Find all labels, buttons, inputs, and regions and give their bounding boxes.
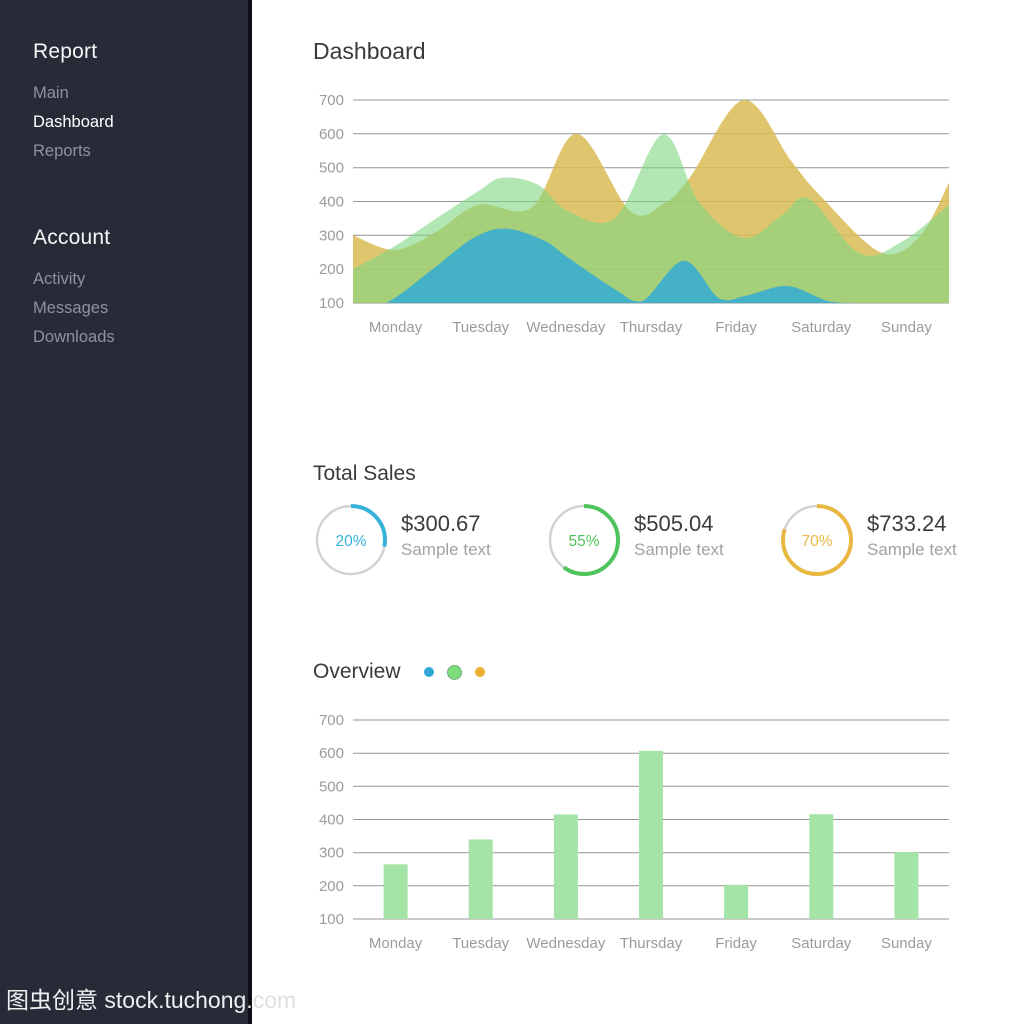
svg-text:Tuesday: Tuesday (452, 319, 509, 336)
svg-text:20%: 20% (335, 533, 366, 550)
sale-amount-3: $733.24 (867, 511, 947, 536)
legend-dot-yellow (474, 667, 485, 677)
svg-text:600: 600 (319, 126, 344, 143)
svg-text:Friday: Friday (715, 935, 757, 952)
main-content: Dashboard 700 600 500 400 300 200 100 Monday Tue… (252, 0, 1023, 1024)
svg-text:Thursday: Thursday (620, 935, 683, 952)
overview-title: Overview (313, 660, 401, 683)
legend-dot-blue (423, 667, 434, 677)
svg-text:100: 100 (319, 295, 344, 312)
svg-text:600: 600 (319, 745, 344, 762)
legend-dot-green (446, 664, 462, 680)
sale-card-3: 70% $733.24 Sample text (779, 502, 1012, 578)
svg-text:Monday: Monday (369, 319, 423, 336)
sale-caption-3: Sample text (867, 540, 957, 559)
svg-text:100: 100 (319, 911, 344, 928)
svg-text:Thursday: Thursday (620, 319, 683, 336)
sale-caption-2: Sample text (634, 540, 724, 559)
svg-text:300: 300 (319, 845, 344, 862)
weekly-area-chart: 700 600 500 400 300 200 100 Monday Tuesday Wednes… (313, 92, 1023, 350)
sale-amount-1: $300.67 (401, 511, 481, 536)
overview-header: Overview (313, 660, 1023, 684)
svg-text:300: 300 (319, 227, 344, 244)
svg-text:500: 500 (319, 778, 344, 795)
svg-text:Friday: Friday (715, 319, 757, 336)
sale-card-2: 55% $505.04 Sample text (546, 502, 779, 578)
sale-amount-2: $505.04 (634, 511, 714, 536)
total-sales-row: 20% $300.67 Sample text 55% $505.04 Samp… (313, 502, 1023, 578)
svg-text:700: 700 (319, 92, 344, 109)
svg-text:Wednesday: Wednesday (526, 319, 605, 336)
svg-text:200: 200 (319, 878, 344, 895)
sidebar-item-downloads[interactable]: Downloads (33, 328, 115, 346)
overview-legend (423, 664, 498, 680)
svg-text:200: 200 (319, 261, 344, 278)
donut-progress-20: 20% (313, 502, 389, 578)
svg-text:Saturday: Saturday (791, 935, 852, 952)
donut-progress-70: 70% (779, 502, 855, 578)
svg-text:70%: 70% (801, 533, 832, 550)
svg-text:400: 400 (319, 812, 344, 829)
svg-text:Monday: Monday (369, 935, 423, 952)
sidebar-item-activity[interactable]: Activity (33, 270, 86, 288)
total-sales-title: Total Sales (313, 462, 416, 485)
svg-text:700: 700 (319, 712, 344, 729)
svg-text:Wednesday: Wednesday (526, 935, 605, 952)
sidebar-item-reports[interactable]: Reports (33, 142, 91, 160)
sidebar: Report Main Dashboard Reports Account Ac… (0, 0, 252, 1024)
svg-text:Sunday: Sunday (881, 319, 932, 336)
svg-text:500: 500 (319, 160, 344, 177)
page-title: Dashboard (313, 38, 426, 64)
svg-text:Sunday: Sunday (881, 935, 932, 952)
sidebar-item-dashboard[interactable]: Dashboard (33, 113, 114, 131)
sidebar-section-account: Account (33, 226, 111, 249)
svg-text:Tuesday: Tuesday (452, 935, 509, 952)
sale-caption-1: Sample text (401, 540, 491, 559)
sidebar-item-messages[interactable]: Messages (33, 299, 109, 317)
sidebar-section-report: Report (33, 40, 98, 63)
weekly-bar-chart: 700 600 500 400 300 200 100 Monday Tuesday Wednes… (313, 710, 1023, 973)
svg-text:Saturday: Saturday (791, 319, 852, 336)
report-nav: Main Dashboard Reports (0, 79, 248, 166)
account-nav: Activity Messages Downloads (0, 265, 248, 352)
sidebar-item-main[interactable]: Main (33, 84, 69, 102)
donut-progress-55: 55% (546, 502, 622, 578)
svg-text:400: 400 (319, 194, 344, 211)
sale-card-1: 20% $300.67 Sample text (313, 502, 546, 578)
svg-text:55%: 55% (568, 533, 599, 550)
